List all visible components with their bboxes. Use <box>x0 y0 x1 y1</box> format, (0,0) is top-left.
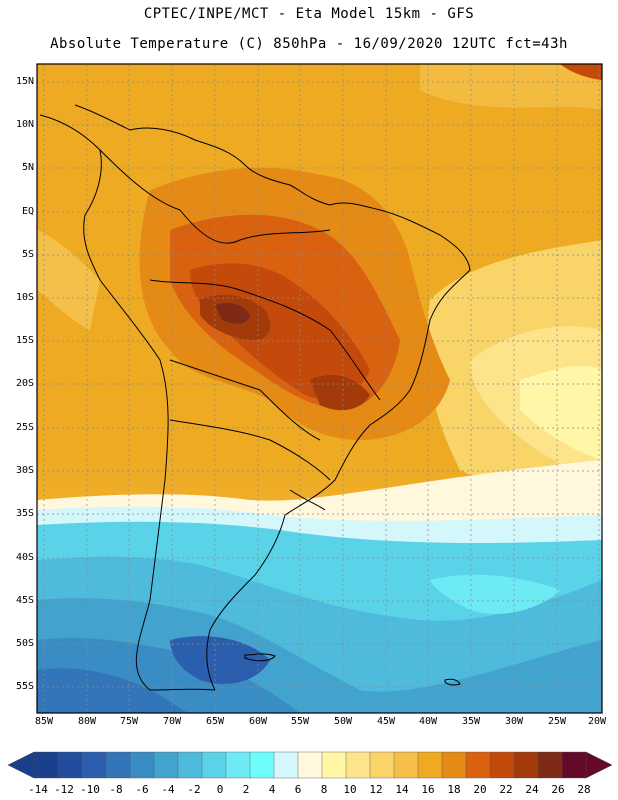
colorbar-label: 18 <box>447 783 461 796</box>
colorbar-label: 6 <box>294 783 302 796</box>
colorbar-swatches <box>33 751 587 779</box>
grid-lines <box>37 64 602 713</box>
colorbar-label: 2 <box>242 783 250 796</box>
lon-label: 65W <box>205 716 225 727</box>
colorbar-swatch <box>537 751 563 779</box>
colorbar-swatch <box>321 751 347 779</box>
colorbar-label: -2 <box>187 783 201 796</box>
colorbar-swatch <box>81 751 107 779</box>
lat-label: 5S <box>21 249 34 260</box>
lat-label: 30S <box>15 465 34 476</box>
map-frame <box>36 63 603 714</box>
lat-label: EQ <box>21 206 34 217</box>
colorbar-label: 16 <box>421 783 435 796</box>
lon-label: 70W <box>162 716 182 727</box>
coastlines <box>39 104 471 691</box>
lat-label: 35S <box>15 508 34 519</box>
lat-label: 15N <box>15 76 34 87</box>
lon-label: 25W <box>547 716 567 727</box>
lat-label: 15S <box>15 335 34 346</box>
lon-label: 85W <box>34 716 54 727</box>
colorbar-label: 14 <box>395 783 409 796</box>
lat-label: 25S <box>15 422 34 433</box>
lon-label: 60W <box>248 716 268 727</box>
lon-label: 35W <box>461 716 481 727</box>
lon-label: 30W <box>504 716 524 727</box>
colorbar-label: 8 <box>320 783 328 796</box>
colorbar-swatch <box>273 751 299 779</box>
colorbar-swatch <box>369 751 395 779</box>
chart-title-line1: CPTEC/INPE/MCT - Eta Model 15km - GFS <box>143 6 475 22</box>
colorbar-label: 22 <box>499 783 513 796</box>
colorbar-swatch <box>345 751 371 779</box>
colorbar-swatch <box>561 751 587 779</box>
colorbar-label: 0 <box>216 783 224 796</box>
colorbar-label: -10 <box>80 783 100 796</box>
lon-label: 75W <box>119 716 139 727</box>
chart-title-line2: Absolute Temperature (C) 850hPa - 16/09/… <box>50 36 568 52</box>
colorbar-swatch <box>441 751 467 779</box>
lat-label: 10N <box>15 119 34 130</box>
lon-label: 55W <box>290 716 310 727</box>
colorbar-swatch <box>465 751 491 779</box>
lon-label: 45W <box>376 716 396 727</box>
lon-label: 20W <box>587 716 607 727</box>
colorbar-swatch <box>177 751 203 779</box>
colorbar-swatch <box>417 751 443 779</box>
lat-label: 10S <box>15 292 34 303</box>
colorbar-label: -4 <box>161 783 175 796</box>
colorbar-swatch <box>129 751 155 779</box>
lat-label: 50S <box>15 638 34 649</box>
colorbar-swatch <box>57 751 83 779</box>
colorbar-label: 10 <box>343 783 357 796</box>
colorbar-label: -8 <box>109 783 123 796</box>
colorbar-label: 26 <box>551 783 565 796</box>
colorbar-low-arrow <box>7 751 35 779</box>
colorbar-label: 28 <box>577 783 591 796</box>
lon-label: 40W <box>418 716 438 727</box>
colorbar-label: -14 <box>28 783 48 796</box>
lat-label: 20S <box>15 378 34 389</box>
colorbar-label: 12 <box>369 783 383 796</box>
lat-label: 40S <box>15 552 34 563</box>
temperature-fill <box>37 64 602 713</box>
colorbar-label: 24 <box>525 783 539 796</box>
colorbar-swatch <box>201 751 227 779</box>
colorbar-swatch <box>105 751 131 779</box>
colorbar-swatch <box>489 751 515 779</box>
colorbar-swatch <box>153 751 179 779</box>
colorbar-label: -6 <box>135 783 149 796</box>
colorbar-label: 4 <box>268 783 276 796</box>
colorbar-label: 20 <box>473 783 487 796</box>
colorbar-swatch <box>513 751 539 779</box>
lat-label: 45S <box>15 595 34 606</box>
colorbar-swatch <box>33 751 59 779</box>
colorbar-label: -12 <box>54 783 74 796</box>
colorbar-swatch <box>297 751 323 779</box>
lat-label: 5N <box>21 162 34 173</box>
colorbar-swatch <box>249 751 275 779</box>
colorbar-high-arrow <box>585 751 613 779</box>
lon-label: 50W <box>333 716 353 727</box>
colorbar-swatch <box>225 751 251 779</box>
colorbar-swatch <box>393 751 419 779</box>
lat-label: 55S <box>15 681 34 692</box>
lon-label: 80W <box>77 716 97 727</box>
